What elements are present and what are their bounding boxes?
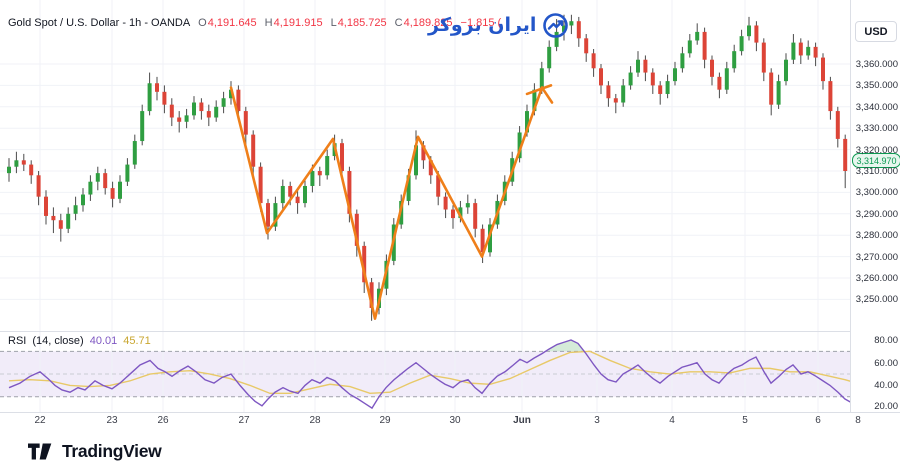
rsi-overbought-fill bbox=[545, 340, 585, 352]
price-axis-label: 3,360.000 bbox=[855, 59, 898, 70]
price-axis-label: 3,310.000 bbox=[855, 166, 898, 177]
time-axis-label: 4 bbox=[669, 415, 675, 426]
price-axis-label: 3,290.000 bbox=[855, 208, 898, 220]
price-axis-label: 3,260.000 bbox=[855, 273, 898, 284]
time-axis-label: 8 bbox=[855, 415, 861, 426]
price-axis-label: 3,340.000 bbox=[855, 101, 898, 113]
rsi-axis-label: 80.00 bbox=[874, 335, 898, 346]
symbol-legend[interactable]: Gold Spot / U.S. Dollar - 1h - OANDA O 4,… bbox=[8, 17, 501, 29]
price-axis-label: 3,330.000 bbox=[855, 123, 898, 135]
broker-logo[interactable]: ایران بروکر bbox=[428, 12, 569, 39]
gridlines bbox=[0, 0, 850, 412]
rsi-legend[interactable]: RSI (14, close) 40.01 45.71 bbox=[8, 335, 151, 347]
tradingview-brand[interactable]: TradingView bbox=[28, 441, 162, 462]
rsi-axis-label: 40.00 bbox=[874, 380, 898, 392]
rsi-axis-label: 60.00 bbox=[874, 357, 898, 369]
price-axis-label: 3,250.000 bbox=[855, 294, 898, 306]
time-axis-label: 30 bbox=[449, 415, 461, 426]
tradingview-logo-text: TradingView bbox=[62, 441, 162, 461]
candles bbox=[7, 14, 848, 321]
broker-logo-text: ایران بروکر bbox=[428, 14, 537, 36]
change-value: −1.815 ( bbox=[460, 17, 502, 29]
time-axis-label: 22 bbox=[34, 415, 46, 426]
price-axis[interactable]: USD 3,314.970 3,360.000 3,350.000 3,340.00… bbox=[850, 0, 900, 412]
price-axis-label: 3,350.000 bbox=[855, 80, 898, 92]
rsi-line bbox=[8, 339, 850, 410]
rsi-ma-value: 45.71 bbox=[123, 335, 151, 347]
time-axis-label: 5 bbox=[742, 415, 748, 426]
ohlc-low: L 4,185.725 bbox=[330, 17, 387, 29]
ohlc-close: C 4,189.825 bbox=[394, 17, 453, 29]
ohlc-open: O 4,191.645 bbox=[198, 17, 257, 29]
rsi-value: 40.01 bbox=[89, 335, 118, 347]
rsi-title: RSI bbox=[8, 335, 27, 347]
tradingview-logo-icon bbox=[28, 443, 55, 460]
currency-button[interactable]: USD bbox=[855, 21, 897, 42]
rsi-axis-label: 20.00 bbox=[874, 401, 898, 412]
footer-bar: TradingView bbox=[0, 428, 900, 471]
time-axis-label: 26 bbox=[157, 415, 169, 426]
time-axis-label: 3 bbox=[594, 415, 600, 426]
symbol-title[interactable]: Gold Spot / U.S. Dollar - 1h - OANDA bbox=[8, 17, 191, 29]
price-axis-label: 3,280.000 bbox=[855, 230, 898, 242]
time-axis-label: 29 bbox=[379, 415, 391, 426]
price-axis-label: 3,270.000 bbox=[855, 251, 898, 263]
time-axis-label: 28 bbox=[309, 415, 321, 426]
time-axis-label: 27 bbox=[238, 415, 250, 426]
trend-arrow-circle-icon bbox=[542, 12, 569, 39]
last-price-label: 3,314.970 bbox=[852, 153, 900, 169]
chart-canvas[interactable] bbox=[0, 0, 850, 412]
rsi-ma-line bbox=[8, 350, 850, 395]
price-axis-label: 3,300.000 bbox=[855, 187, 898, 199]
price-axis-label: 3,320.000 bbox=[855, 144, 898, 156]
time-axis-label: 23 bbox=[106, 415, 118, 426]
time-axis-label: 6 bbox=[815, 415, 821, 426]
rsi-params: (14, close) bbox=[32, 335, 84, 347]
zigzag-drawing[interactable] bbox=[229, 84, 554, 320]
ohlc-high: H 4,191.915 bbox=[264, 17, 323, 29]
time-axis-label: Jun bbox=[513, 415, 531, 426]
